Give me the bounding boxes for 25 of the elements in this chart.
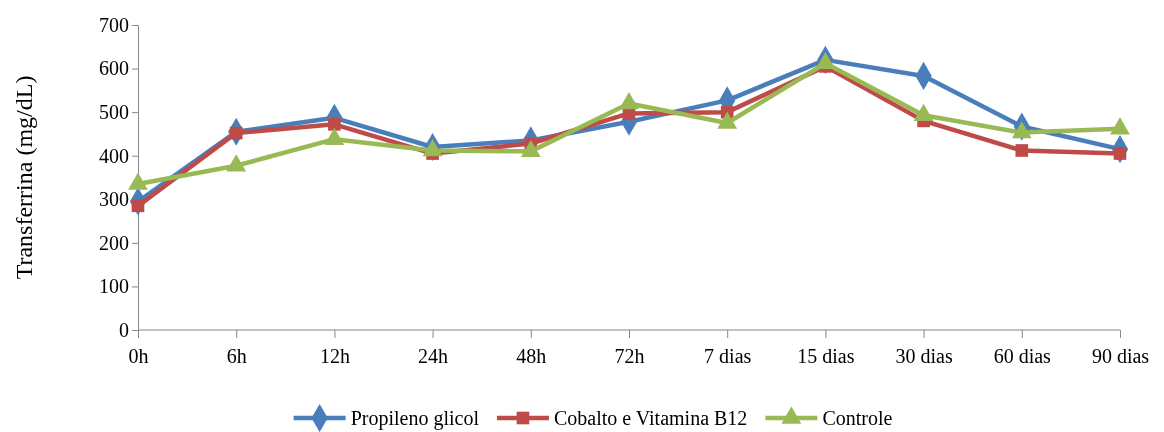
x-tick-label: 72h: [614, 345, 645, 367]
x-tick-label: 48h: [516, 345, 547, 367]
x-tick-label: 90 dias: [1091, 345, 1150, 367]
legend-label: Propileno glicol: [350, 407, 480, 430]
y-tick-label: 700: [99, 13, 129, 36]
y-tick-label: 300: [99, 188, 129, 211]
x-tick-label: 30 dias: [895, 345, 953, 367]
x-tick-label: 24h: [418, 345, 449, 367]
y-tick-label: 100: [99, 275, 129, 298]
legend-label: Controle: [822, 407, 893, 429]
y-tick-label: 200: [99, 231, 129, 254]
legend-label: Cobalto e Vitamina B12: [553, 407, 748, 429]
x-tick-label: 7 dias: [704, 345, 752, 367]
point: [328, 118, 341, 131]
y-tick-label: 400: [99, 144, 129, 167]
x-tick-label: 12h: [319, 345, 350, 367]
y-tick-label: 0: [119, 318, 129, 341]
x-tick-label: 6h: [226, 345, 247, 367]
point: [1015, 144, 1029, 157]
x-tick-label: 15 dias: [797, 345, 855, 367]
y-tick-label: 500: [99, 101, 129, 124]
x-tick-label: 60 dias: [993, 345, 1052, 367]
y-axis-title: Transferrina (mg/dL): [11, 75, 37, 280]
x-tick-label: 0h: [128, 345, 149, 367]
y-tick-label: 600: [99, 57, 129, 80]
